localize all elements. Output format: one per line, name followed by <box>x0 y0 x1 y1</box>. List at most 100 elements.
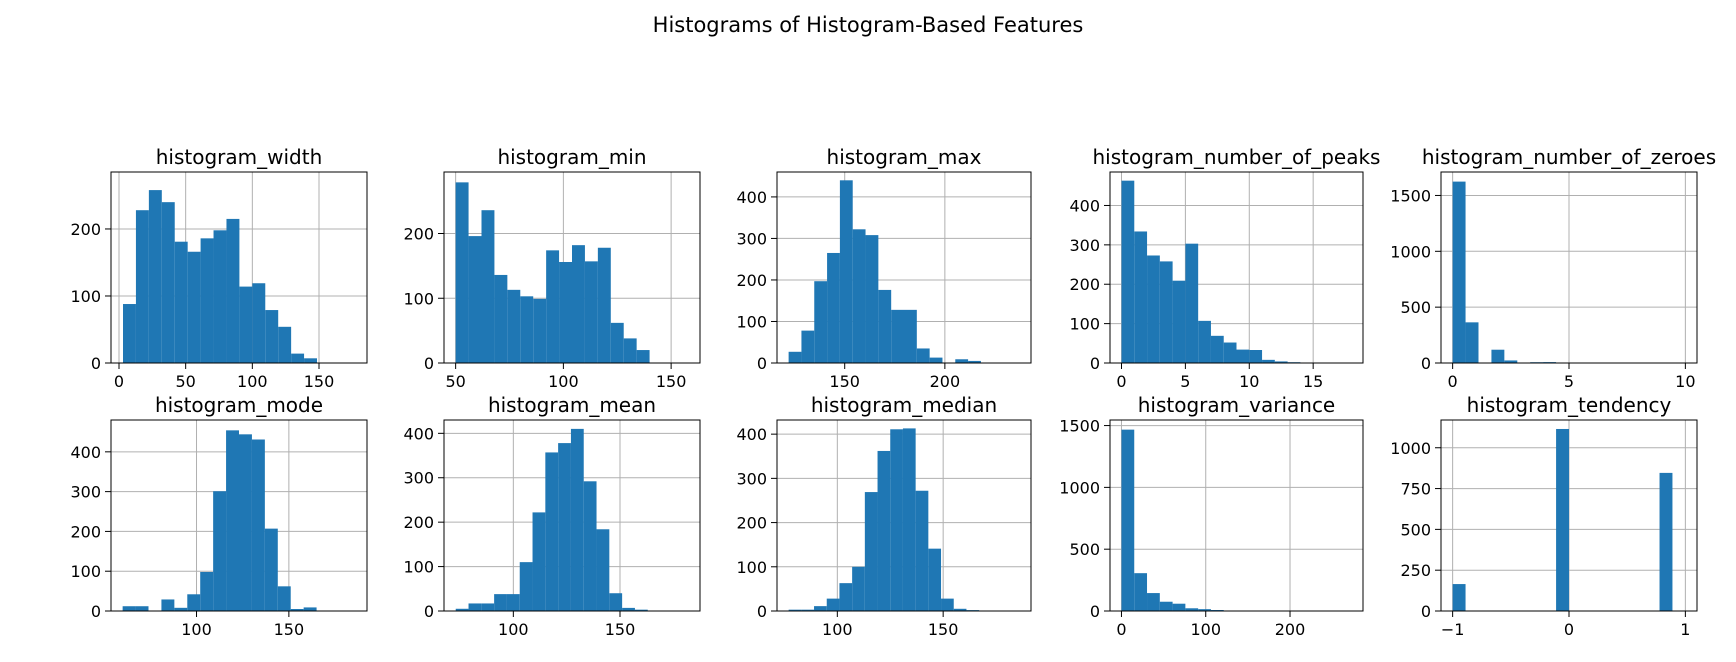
histogram-bar <box>814 606 827 611</box>
histogram-bar <box>1465 322 1479 363</box>
subplot-title: histogram_number_of_peaks <box>1093 145 1381 169</box>
histogram-bar <box>801 330 815 363</box>
histogram-bar <box>533 298 547 363</box>
x-tick-label: 150 <box>829 372 860 391</box>
x-tick-label: 10 <box>1675 372 1695 391</box>
histogram-bar <box>1556 428 1569 611</box>
histogram-bar <box>941 598 954 611</box>
histogram-bar <box>532 512 546 611</box>
histogram-bar <box>1147 255 1160 363</box>
histogram-bar <box>239 434 252 611</box>
histogram-bar <box>481 210 495 363</box>
histogram-bar <box>1504 360 1518 363</box>
histogram-bar <box>520 296 534 363</box>
y-tick-label: 200 <box>1069 275 1100 294</box>
y-tick-label: 400 <box>1069 196 1100 215</box>
y-tick-label: 0 <box>1421 602 1431 621</box>
histogram-bar <box>814 281 828 363</box>
histogram-bar <box>852 566 865 611</box>
histogram-bar <box>597 247 611 363</box>
x-tick-label: 5 <box>1564 372 1574 391</box>
histogram-bar <box>1274 361 1288 363</box>
y-tick-label: 250 <box>1400 561 1431 580</box>
histogram-bar <box>622 607 635 611</box>
histogram-bar <box>559 261 572 363</box>
x-tick-label: 0 <box>114 372 124 391</box>
y-tick-label: 200 <box>403 513 434 532</box>
y-tick-label: 0 <box>424 602 434 621</box>
histogram-bar <box>265 310 279 363</box>
y-tick-label: 100 <box>1069 315 1100 334</box>
subplot-title: histogram_number_of_zeroes <box>1422 145 1716 169</box>
axes-frame <box>443 171 701 364</box>
subplot-title: histogram_mode <box>155 393 323 417</box>
histogram-bar <box>519 562 533 611</box>
histogram-bar <box>916 348 930 363</box>
histogram-bar <box>200 238 214 363</box>
histogram-bar <box>904 309 917 363</box>
histogram-bar <box>1262 359 1275 363</box>
subplot-title: histogram_variance <box>1138 393 1336 417</box>
y-tick-label: 200 <box>403 225 434 244</box>
x-tick-label: 50 <box>445 372 465 391</box>
x-tick-label: 5 <box>1180 372 1190 391</box>
histogram-bar <box>455 608 469 611</box>
histogram-bar <box>1223 342 1237 363</box>
subplot-histogram-median: 100 150 0 100 200 300 400 histogram_median <box>736 393 1032 639</box>
y-tick-label: 0 <box>1090 602 1100 621</box>
subplot-title: histogram_tendency <box>1467 393 1672 417</box>
histogram-bar <box>623 338 637 363</box>
x-tick-label: 0 <box>1116 372 1126 391</box>
histogram-bar <box>1185 243 1199 363</box>
subplot-histogram-min: 50 100 150 0 100 200 histogram_min <box>403 145 701 391</box>
x-tick-label: 150 <box>605 620 636 639</box>
x-tick-label: 0 <box>1448 372 1458 391</box>
histogram-bar <box>277 586 291 611</box>
x-tick-label: 100 <box>498 620 529 639</box>
y-tick-label: 0 <box>424 354 434 373</box>
histogram-bar <box>877 450 891 611</box>
histogram-bar <box>506 594 520 611</box>
histogram-bar <box>278 326 292 363</box>
subplot-histogram-tendency: −1 0 1 0 250 500 750 1000 histogram_tendency <box>1390 393 1698 639</box>
histogram-bar <box>1659 472 1673 611</box>
histogram-bar <box>788 609 802 611</box>
histogram-bar <box>955 359 969 363</box>
x-tick-label: 150 <box>304 372 335 391</box>
histogram-bar <box>788 351 802 363</box>
axes-frame <box>443 419 701 612</box>
histogram-bar <box>239 286 253 363</box>
histogram-bar <box>902 428 916 611</box>
histogram-bar <box>890 429 903 611</box>
histogram-bar <box>929 357 943 363</box>
axes-frame <box>776 419 1032 612</box>
histogram-bar <box>609 593 623 611</box>
y-tick-label: 0 <box>1090 354 1100 373</box>
histogram-bar <box>1210 335 1224 363</box>
histogram-bar <box>148 190 162 363</box>
histogram-bar <box>596 529 610 611</box>
histogram-bar <box>1491 349 1505 363</box>
histogram-bar <box>891 309 904 363</box>
y-tick-label: 0 <box>91 354 101 373</box>
x-tick-label: 100 <box>822 620 853 639</box>
histogram-bar <box>1185 608 1199 611</box>
histogram-bar <box>252 283 266 363</box>
subplot-title: histogram_median <box>811 393 997 417</box>
y-tick-label: 500 <box>1069 540 1100 559</box>
histogram-bar <box>1236 349 1250 363</box>
histogram-bar <box>264 528 278 611</box>
y-tick-label: 100 <box>403 558 434 577</box>
histogram-bar <box>928 548 942 611</box>
histogram-bar <box>558 443 571 611</box>
histogram-bar <box>1172 280 1186 363</box>
axes-frame <box>1109 419 1364 612</box>
histogram-bar <box>1452 584 1466 611</box>
histogram-bar <box>1159 601 1173 611</box>
histogram-bar <box>304 358 317 363</box>
x-tick-label: 100 <box>237 372 268 391</box>
axes-frame <box>1109 171 1364 364</box>
y-tick-label: 200 <box>736 514 767 533</box>
histogram-bar <box>468 603 482 611</box>
